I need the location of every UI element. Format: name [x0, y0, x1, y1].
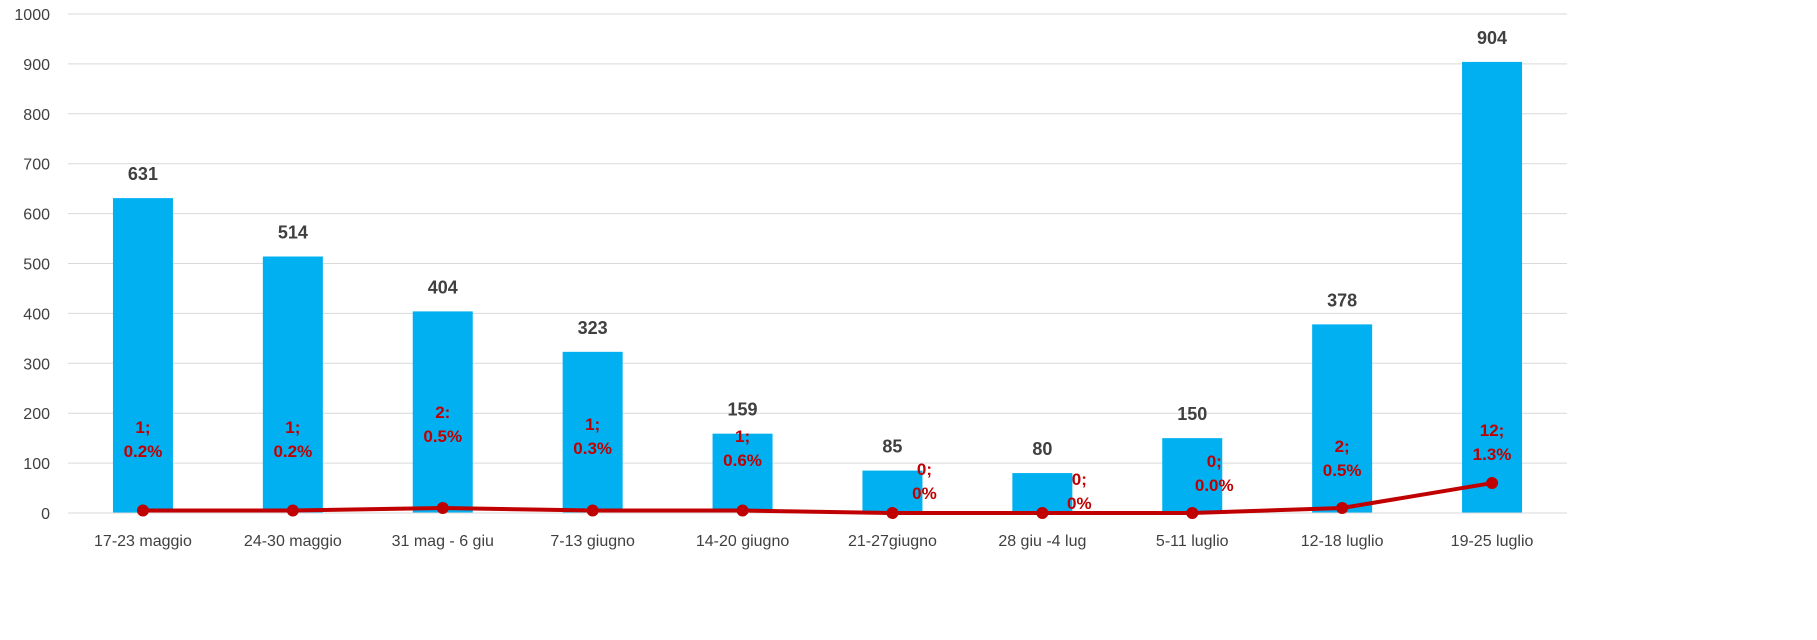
x-category-label: 7-13 giugno — [550, 533, 635, 550]
bar — [112, 198, 173, 514]
line-data-label: 0; 0.0% — [1195, 452, 1234, 495]
bar-data-label: 631 — [128, 164, 158, 184]
line-data-label-part: 0.0% — [1195, 476, 1234, 495]
bar-series — [112, 61, 1523, 514]
bar-data-label: 323 — [578, 318, 608, 338]
line-point — [1036, 507, 1049, 519]
line-data-label-part: 0.2% — [273, 442, 312, 461]
line-point — [1336, 502, 1349, 515]
y-tick-label: 900 — [23, 57, 50, 74]
bar-data-labels: 631 514 404 323 159 85 80 150 378 904 — [128, 28, 1507, 459]
line-point — [286, 504, 299, 517]
y-tick-label: 600 — [23, 207, 50, 224]
line-data-label-part: 0% — [912, 484, 937, 503]
bar-data-label: 378 — [1327, 290, 1357, 310]
x-category-label: 12-18 luglio — [1301, 533, 1384, 550]
bar-data-label: 85 — [882, 437, 902, 457]
bar — [712, 433, 773, 513]
bar — [1462, 61, 1523, 514]
x-category-label: 21-27giugno — [848, 533, 937, 550]
line-data-label-part: 0; — [1207, 452, 1222, 471]
x-category-label: 28 giu -4 lug — [998, 533, 1086, 550]
line-data-label: 2; 0.5% — [1323, 437, 1362, 480]
bar — [562, 351, 623, 513]
bar-data-label: 159 — [728, 400, 758, 420]
line-data-label-part: 1; — [585, 415, 600, 434]
line-data-label-part: 0.3% — [573, 439, 612, 458]
line-data-label-part: 0.5% — [423, 427, 462, 446]
y-tick-label: 0 — [41, 506, 50, 523]
bar — [412, 311, 473, 513]
bar — [1312, 324, 1373, 513]
line-point — [1186, 507, 1199, 519]
x-category-label: 5-11 luglio — [1156, 533, 1229, 550]
line-data-label: 1; 0.6% — [723, 427, 762, 470]
bar-data-label: 404 — [428, 277, 458, 297]
line-series — [136, 477, 1499, 519]
y-tick-label: 800 — [23, 107, 50, 124]
y-axis-tick-labels: 0 100 200 300 400 500 600 700 800 900 1000 — [14, 7, 50, 523]
line-data-label: 0; 0% — [1067, 470, 1092, 513]
x-category-label: 31 mag - 6 giu — [392, 533, 494, 550]
line-data-label-part: 2; — [1335, 437, 1350, 456]
bar-data-label: 80 — [1032, 439, 1052, 459]
line-data-label-part: 0; — [917, 460, 932, 479]
x-category-label: 19-25 luglio — [1451, 533, 1534, 550]
line-data-labels: 1; 0.2%1; 0.2%2: 0.5%1; 0.3%1; 0.6% 0; 0%0; 0%0;… — [124, 403, 1512, 513]
line-data-label: 1; 0.2% — [273, 418, 312, 461]
y-tick-label: 200 — [23, 406, 50, 423]
line-data-label-part: 0.5% — [1323, 461, 1362, 480]
y-tick-label: 100 — [23, 456, 50, 473]
y-tick-label: 1000 — [14, 7, 50, 24]
line-data-label-part: 0.6% — [723, 451, 762, 470]
line-data-label-part: 0% — [1067, 494, 1092, 513]
x-category-label: 14-20 giugno — [696, 533, 790, 550]
line-data-label-part: 12; — [1480, 421, 1505, 440]
line-data-label: 12; 1.3% — [1473, 421, 1512, 464]
line-point — [136, 504, 149, 517]
y-tick-label: 700 — [23, 157, 50, 174]
line-data-label-part: 0.2% — [124, 442, 163, 461]
line-data-label: 1; 0.3% — [573, 415, 612, 458]
bar — [862, 470, 923, 513]
y-tick-label: 400 — [23, 306, 50, 323]
line-data-label-part: 1; — [285, 418, 300, 437]
y-tick-label: 300 — [23, 356, 50, 373]
x-axis-category-labels: 17-23 maggio 24-30 maggio 31 mag - 6 giu 7-… — [94, 533, 1533, 550]
bar-data-label: 904 — [1477, 28, 1507, 48]
line-data-label-part: 1.3% — [1473, 445, 1512, 464]
line-path — [142, 481, 1493, 515]
bar — [1162, 438, 1223, 513]
y-tick-label: 500 — [23, 257, 50, 274]
bar-data-label: 514 — [278, 223, 308, 243]
line-data-label-part: 1; — [135, 418, 150, 437]
line-point — [586, 504, 599, 517]
x-category-label: 17-23 maggio — [94, 533, 192, 550]
line-data-label: 2: 0.5% — [423, 403, 462, 446]
bar — [262, 256, 323, 513]
bar — [1012, 473, 1073, 513]
line-point — [886, 507, 899, 519]
line-data-label-part: 1; — [735, 427, 750, 446]
line-point — [736, 504, 749, 517]
line-point — [1486, 477, 1499, 490]
bar-data-label: 150 — [1177, 404, 1207, 424]
line-data-label: 0; 0% — [912, 460, 937, 503]
line-data-label-part: 0; — [1072, 470, 1087, 489]
line-point — [436, 502, 449, 515]
line-data-label: 1; 0.2% — [124, 418, 163, 461]
line-data-label-part: 2: — [435, 403, 450, 422]
x-category-label: 24-30 maggio — [244, 533, 342, 550]
